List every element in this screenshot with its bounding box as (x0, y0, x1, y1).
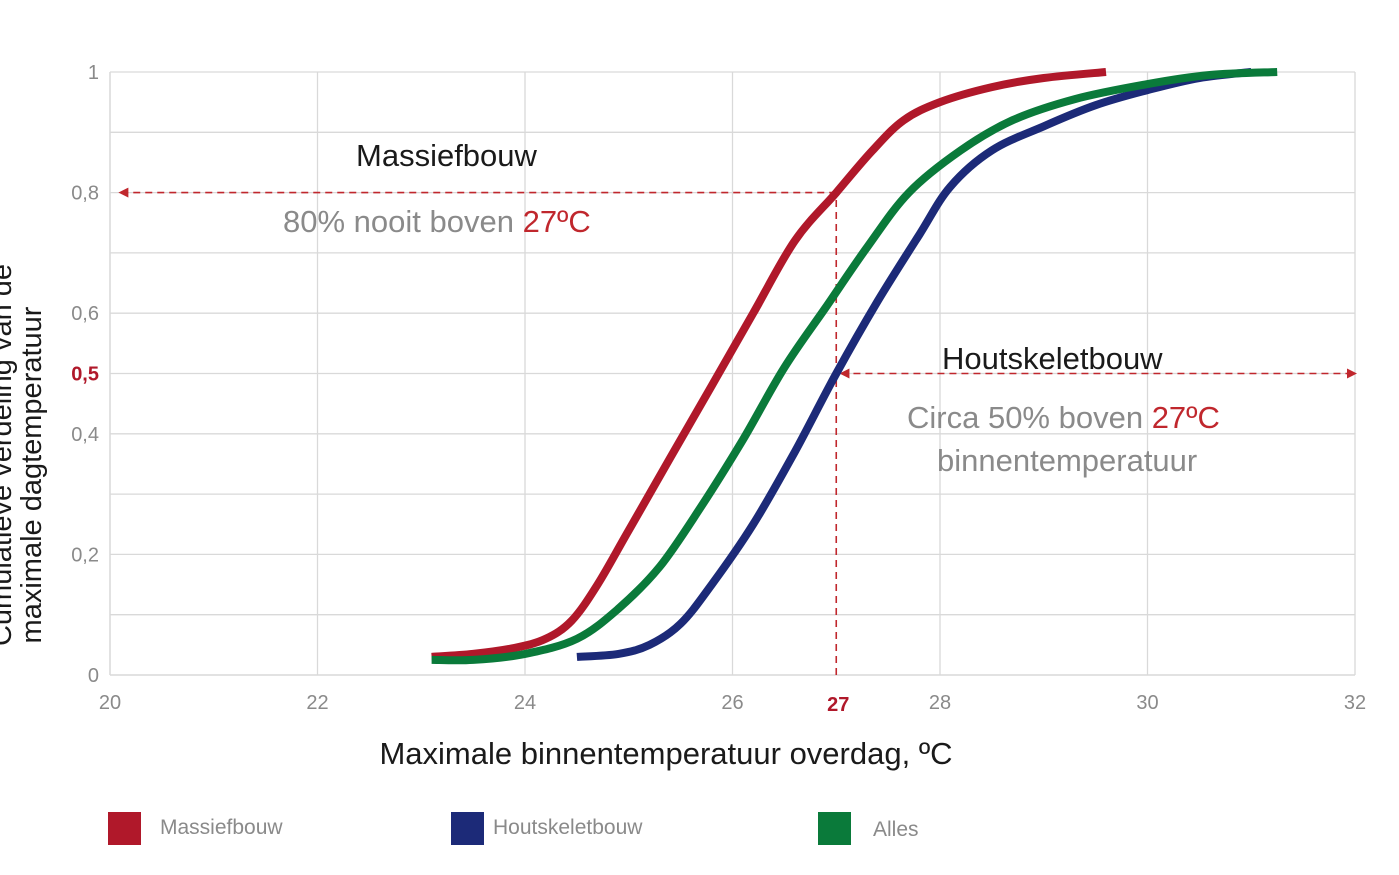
y-tick-label-highlight: 0,5 (71, 364, 99, 386)
x-tick-label: 30 (1136, 692, 1158, 714)
annotation-massief-title: Massiefbouw (356, 138, 538, 173)
series-layer (431, 68, 1278, 665)
x-tick-label-highlight: 27 (827, 694, 849, 716)
annotation-hout-desc-highlight: 27ºC (1152, 400, 1220, 435)
series-line-alles (431, 68, 1278, 665)
legend-label-houtskeletbouw: Houtskeletbouw (493, 816, 643, 839)
legend-swatch-massiefbouw (108, 812, 141, 845)
annotation-hout-desc: Circa 50% boven 27ºC (907, 400, 1220, 435)
y-tick-label: 0,2 (71, 544, 99, 566)
y-tick-label: 0,6 (71, 303, 99, 325)
y-axis-label-line2: maximale dagtemperatuur (16, 306, 48, 643)
legend-label-massiefbouw: Massiefbouw (160, 816, 283, 839)
annotation-massief-desc: 80% nooit boven 27ºC (283, 204, 591, 239)
legend: Massiefbouw Houtskeletbouw Alles (108, 812, 919, 845)
y-tick-label: 1 (88, 62, 99, 84)
y-axis-label-line1: Cumulatieve verdeling van de (0, 264, 18, 646)
series-line-massiefbouw (431, 68, 1107, 661)
annotation-hout-desc-text: Circa 50% boven (907, 400, 1152, 435)
x-axis-label: Maximale binnentemperatuur overdag, ºC (379, 736, 952, 771)
y-tick-label: 0,8 (71, 183, 99, 205)
y-tick-label: 0,4 (71, 424, 99, 446)
axis-layer: 20 22 24 26 28 30 32 27 0 0,2 0,4 0,6 0,8 1 0,5 (71, 62, 1366, 716)
reference-lines (118, 187, 1357, 675)
x-tick-label: 24 (514, 692, 536, 714)
annotation-massief-desc-text: 80% nooit boven (283, 204, 523, 239)
annotation-hout-desc-line2: binnentemperatuur (937, 443, 1197, 478)
legend-swatch-houtskeletbouw (451, 812, 484, 845)
series-line-houtskeletbouw (576, 68, 1252, 661)
x-tick-label: 28 (929, 692, 951, 714)
x-tick-label: 20 (99, 692, 121, 714)
x-tick-label: 22 (306, 692, 328, 714)
annotation-hout-title: Houtskeletbouw (942, 341, 1163, 376)
annotation-massief-desc-highlight: 27ºC (523, 204, 591, 239)
legend-swatch-alles (818, 812, 851, 845)
legend-label-alles: Alles (873, 818, 919, 841)
x-tick-label: 26 (721, 692, 743, 714)
x-tick-label: 32 (1344, 692, 1366, 714)
y-tick-label: 0 (88, 665, 99, 687)
